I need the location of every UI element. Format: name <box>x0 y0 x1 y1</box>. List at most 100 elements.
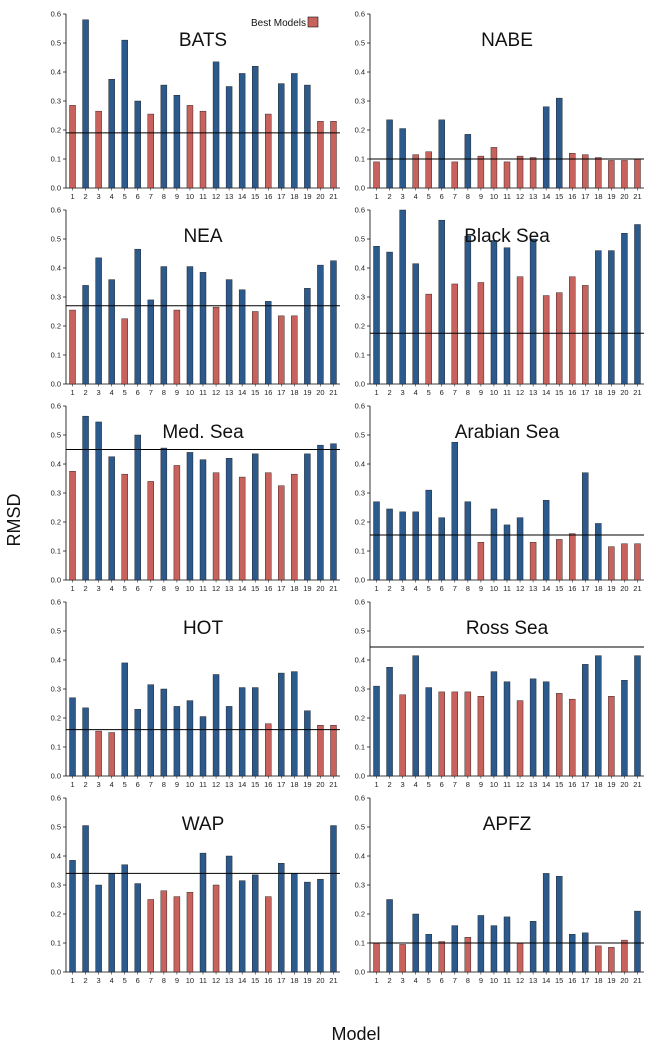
x-tick-label: 13 <box>529 388 537 397</box>
y-tick-label: 0.4 <box>51 656 61 665</box>
x-tick-label: 18 <box>594 584 602 593</box>
x-tick-label: 13 <box>225 584 233 593</box>
bar-arabian-sea-model-20 <box>621 543 628 581</box>
bar-apfz-model-10 <box>490 925 498 973</box>
x-tick-label: 11 <box>199 192 207 201</box>
bar-ross-sea-model-5 <box>425 687 432 777</box>
bar-nea-model-1 <box>69 309 76 385</box>
x-tick-label: 2 <box>387 976 391 985</box>
x-tick-label: 4 <box>414 780 418 789</box>
x-tick-label: 7 <box>149 192 153 201</box>
bar-arabian-sea-model-12 <box>516 517 524 581</box>
bar-hot-model-10 <box>186 700 194 777</box>
bar-nabe-model-12 <box>516 155 524 189</box>
x-tick-label: 4 <box>414 976 418 985</box>
bar-nabe-model-18 <box>595 157 602 189</box>
x-tick-label: 9 <box>479 584 483 593</box>
y-tick-label: 0.1 <box>355 155 365 164</box>
x-tick-label: 11 <box>503 780 511 789</box>
bar-bats-model-20 <box>317 121 324 189</box>
x-tick-label: 16 <box>568 192 576 201</box>
y-tick-label: 0.6 <box>355 598 365 607</box>
bar-black-sea-model-11 <box>503 247 511 385</box>
x-tick-label: 8 <box>162 780 166 789</box>
x-tick-label: 18 <box>594 388 602 397</box>
bar-nabe-model-20 <box>621 160 628 189</box>
x-tick-label: 14 <box>238 780 246 789</box>
x-tick-label: 20 <box>316 584 324 593</box>
y-tick-label: 0.3 <box>355 293 365 302</box>
x-tick-label: 20 <box>316 388 324 397</box>
bar-nabe-model-1 <box>373 161 380 189</box>
panel-title-hot: HOT <box>183 618 224 639</box>
bar-nea-model-19 <box>304 288 311 385</box>
x-tick-label: 2 <box>83 584 87 593</box>
panel-nea: 0.00.10.20.30.40.50.61 2 3 4 5 6 7 8 9 10 11 12 13 14… <box>51 206 340 397</box>
bar-med-sea-model-7 <box>147 481 155 581</box>
bar-nea-model-6 <box>134 248 141 385</box>
x-tick-label: 14 <box>542 976 550 985</box>
y-tick-label: 0.2 <box>355 126 365 135</box>
x-tick-label: 1 <box>70 976 74 985</box>
x-tick-label: 8 <box>162 388 166 397</box>
y-tick-label: 0.1 <box>355 743 365 752</box>
bar-hot-model-6 <box>134 709 141 777</box>
x-tick-label: 12 <box>516 192 524 201</box>
bar-hot-model-16 <box>265 723 272 777</box>
x-tick-label: 5 <box>427 584 431 593</box>
x-tick-label: 6 <box>136 780 140 789</box>
panel-ross-sea: 0.00.10.20.30.40.50.61 2 3 4 5 6 7 8 9 10 11 12 13 14… <box>355 598 644 789</box>
bar-bats-model-9 <box>173 94 181 189</box>
bar-arabian-sea-model-11 <box>503 524 511 581</box>
y-tick-label: 0.5 <box>355 431 365 440</box>
bar-ross-sea-model-2 <box>386 667 393 777</box>
x-tick-label: 19 <box>303 584 311 593</box>
x-tick-label: 15 <box>555 192 563 201</box>
x-tick-label: 11 <box>503 388 511 397</box>
bar-bats-model-16 <box>265 113 272 189</box>
bar-nea-model-5 <box>121 318 128 385</box>
bar-black-sea-model-7 <box>451 283 459 385</box>
y-tick-label: 0.2 <box>355 322 365 331</box>
y-tick-label: 0.4 <box>355 852 365 861</box>
bar-bats-model-14 <box>238 73 246 189</box>
bar-apfz-model-1 <box>373 942 380 973</box>
x-tick-label: 7 <box>453 584 457 593</box>
bar-med-sea-model-17 <box>278 485 285 581</box>
bar-apfz-model-21 <box>634 910 641 973</box>
bar-ross-sea-model-14 <box>542 681 550 777</box>
x-tick-label: 12 <box>212 192 220 201</box>
x-tick-label: 7 <box>453 388 457 397</box>
bar-med-sea-model-13 <box>225 458 233 581</box>
x-tick-label: 6 <box>440 780 444 789</box>
bar-bats-model-1 <box>69 105 76 189</box>
bar-nea-model-8 <box>160 266 168 385</box>
y-tick-label: 0.6 <box>355 206 365 215</box>
bar-arabian-sea-model-1 <box>373 501 380 581</box>
x-tick-label: 1 <box>374 388 378 397</box>
bar-nea-model-3 <box>95 257 102 385</box>
bar-med-sea-model-16 <box>265 472 272 581</box>
bar-med-sea-model-10 <box>186 452 194 581</box>
x-tick-label: 11 <box>199 388 207 397</box>
bar-black-sea-model-5 <box>425 293 432 385</box>
x-tick-label: 15 <box>251 388 259 397</box>
bar-arabian-sea-model-14 <box>542 500 550 581</box>
bar-apfz-model-7 <box>451 925 459 973</box>
x-tick-label: 1 <box>374 192 378 201</box>
y-tick-label: 0.0 <box>51 968 61 977</box>
bar-apfz-model-17 <box>582 932 589 973</box>
bar-hot-model-12 <box>212 674 220 777</box>
bar-ross-sea-model-1 <box>373 685 380 777</box>
y-tick-label: 0.4 <box>51 460 61 469</box>
x-tick-label: 17 <box>581 192 589 201</box>
y-tick-label: 0.3 <box>51 881 61 890</box>
bar-ross-sea-model-10 <box>490 671 498 777</box>
x-tick-label: 17 <box>581 584 589 593</box>
bar-hot-model-17 <box>278 672 285 777</box>
x-tick-label: 7 <box>453 780 457 789</box>
bar-wap-model-1 <box>69 860 76 973</box>
x-tick-label: 7 <box>149 584 153 593</box>
x-tick-label: 18 <box>594 780 602 789</box>
bar-apfz-model-11 <box>503 916 511 973</box>
